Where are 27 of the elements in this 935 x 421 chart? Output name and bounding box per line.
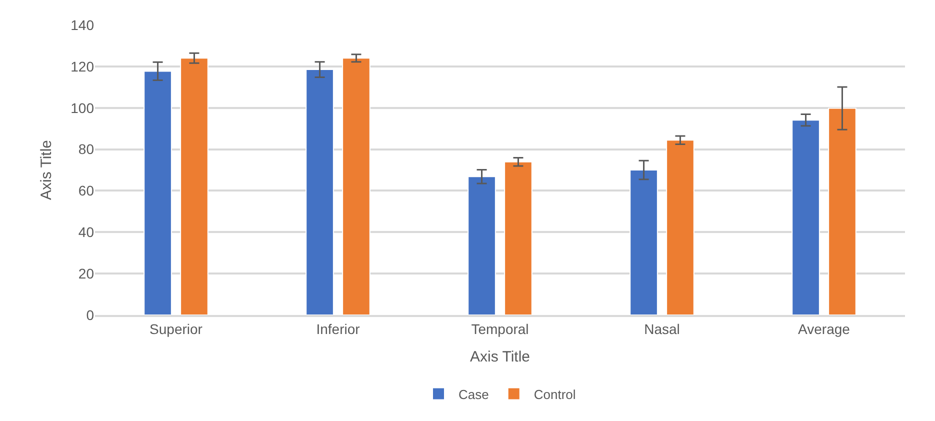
- y-tick-label: 0: [86, 306, 94, 323]
- y-tick-label: 60: [78, 182, 94, 199]
- legend-label: Case: [458, 386, 489, 402]
- x-tick-label: Average: [798, 320, 850, 337]
- bar: [342, 58, 370, 315]
- bar: [792, 120, 820, 315]
- bar: [468, 176, 496, 315]
- y-axis-title: Axis Title: [38, 140, 55, 200]
- bar: [828, 108, 856, 315]
- x-tick-label: Nasal: [644, 320, 680, 337]
- x-tick-label: Temporal: [471, 320, 529, 337]
- bar: [180, 58, 208, 315]
- y-tick-label: 120: [70, 58, 94, 74]
- x-axis-title: Axis Title: [470, 348, 530, 366]
- y-tick-label: 140: [70, 16, 94, 33]
- bar: [144, 70, 172, 315]
- y-tick-label: 80: [78, 141, 94, 158]
- bar: [630, 170, 658, 315]
- bar: [666, 140, 694, 315]
- x-tick-label: Inferior: [316, 320, 360, 337]
- y-tick-label: 20: [78, 265, 94, 282]
- bar: [504, 161, 532, 315]
- y-tick-label: 40: [78, 224, 94, 240]
- y-tick-label: 100: [70, 100, 94, 116]
- x-tick-label: Superior: [150, 320, 203, 337]
- bar: [306, 69, 334, 315]
- legend-label: Control: [534, 386, 576, 402]
